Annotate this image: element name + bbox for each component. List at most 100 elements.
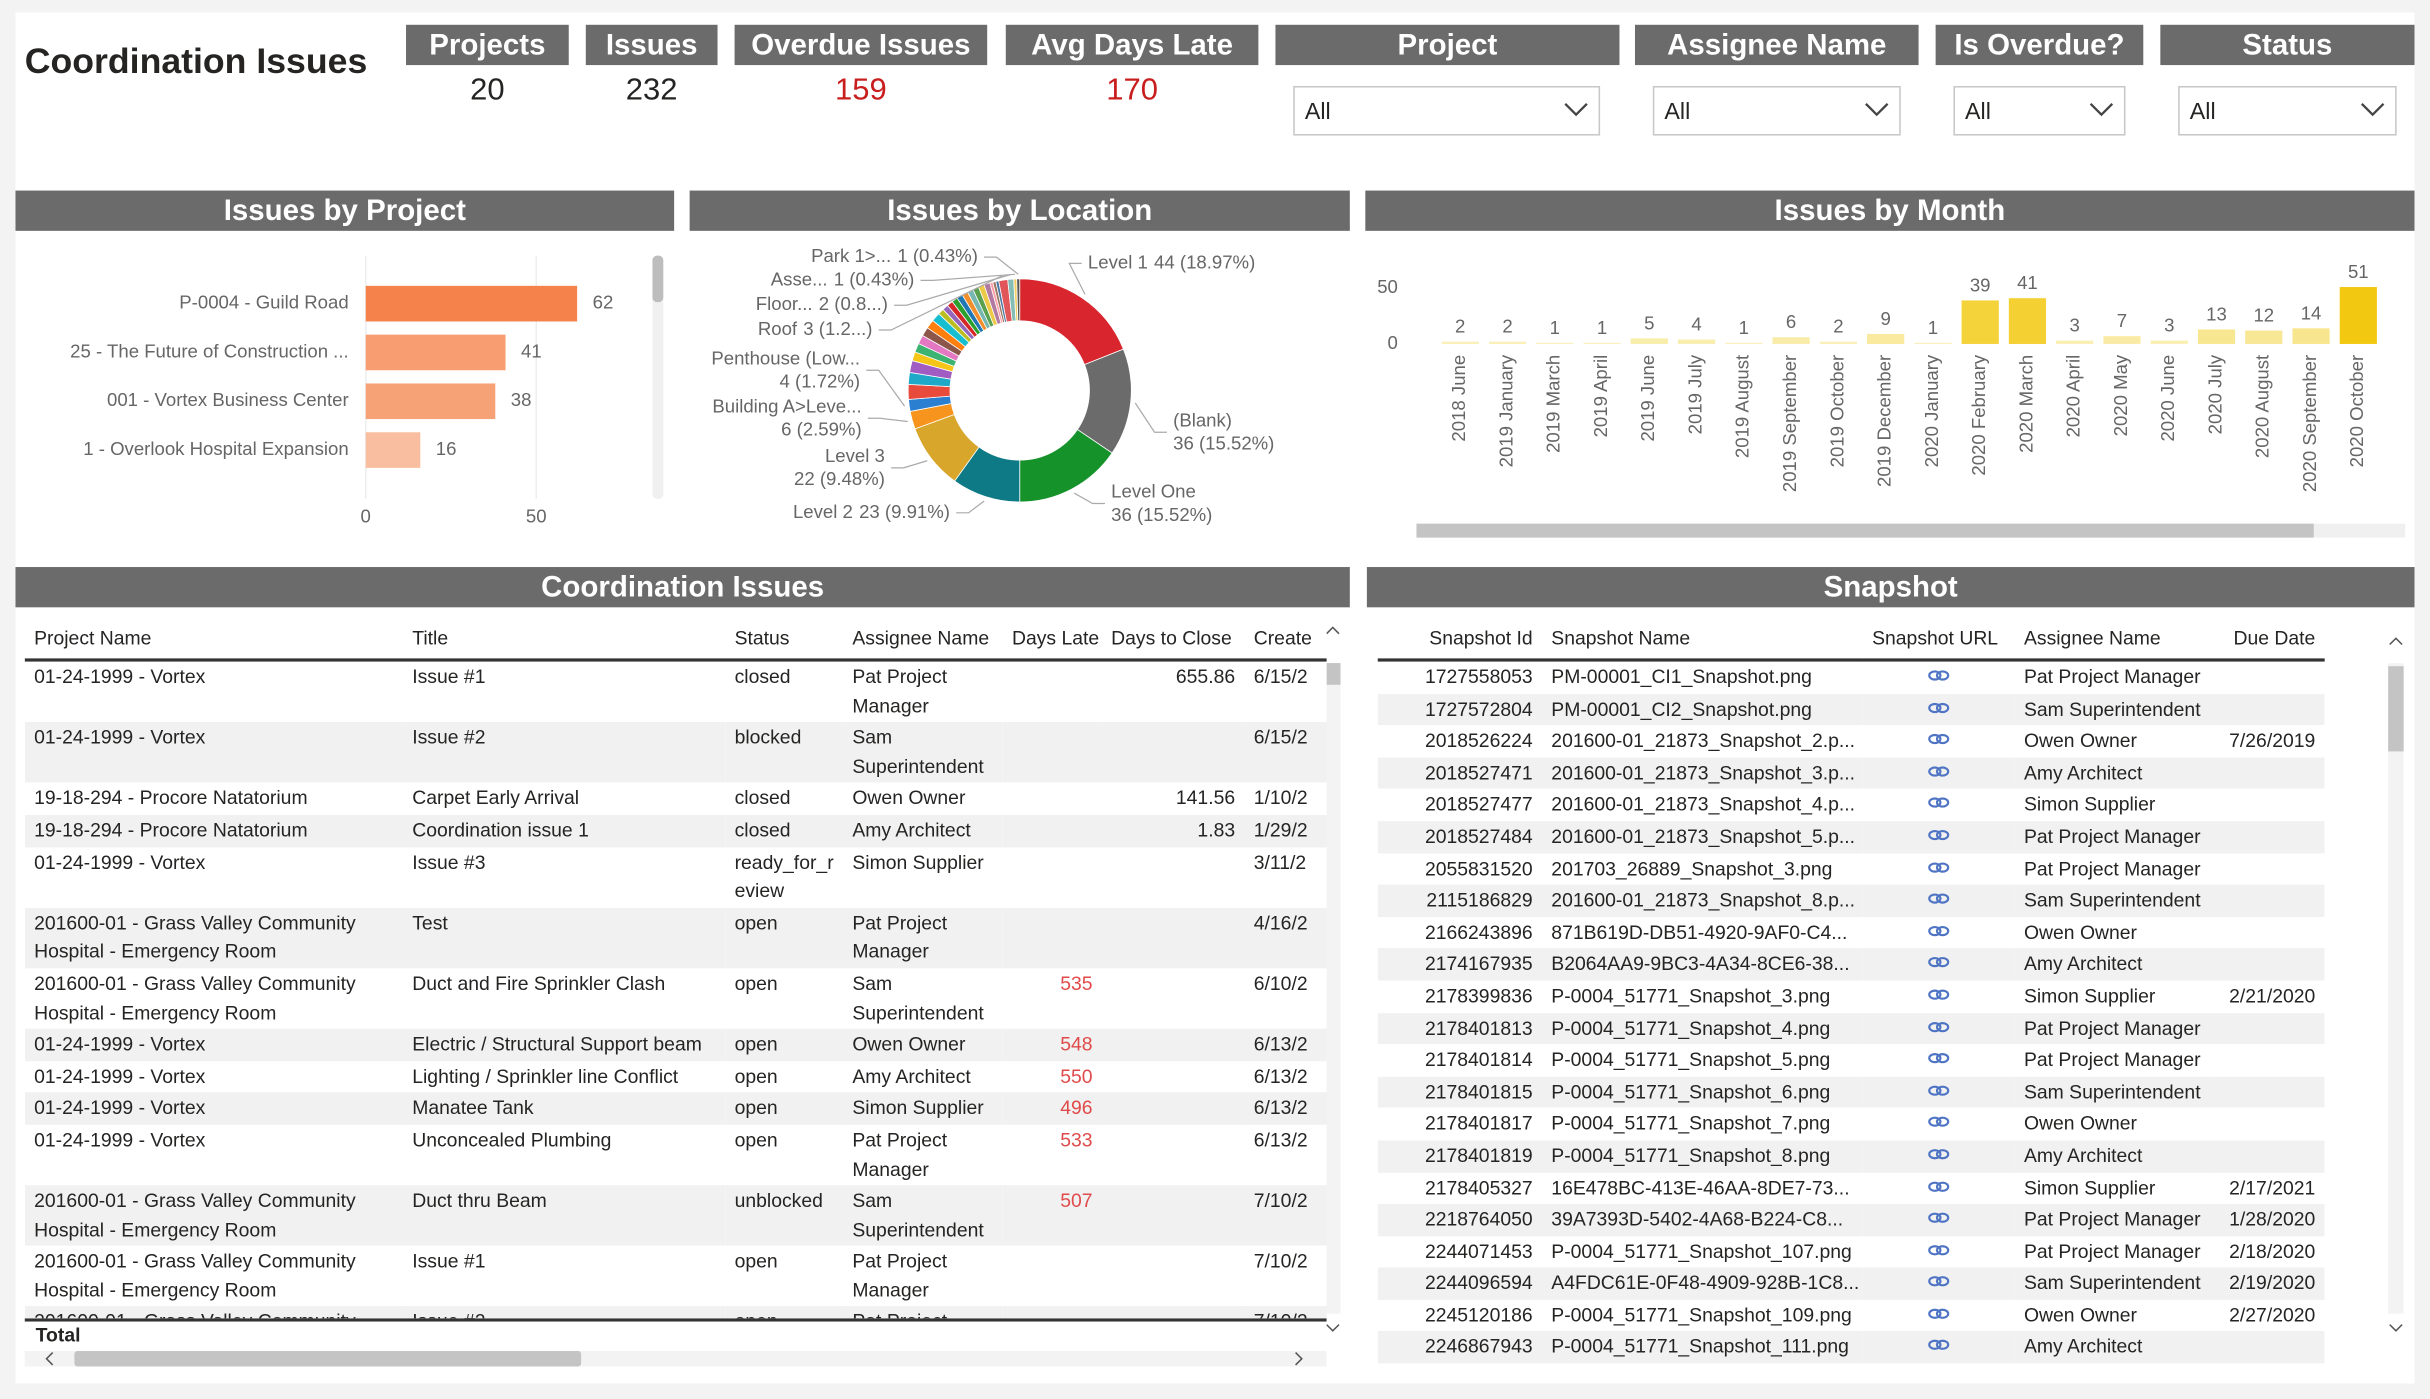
table-cell: Pat Project Manager <box>852 666 948 717</box>
leader-line <box>867 417 908 423</box>
scroll-thumb[interactable] <box>1416 523 2314 538</box>
column-header[interactable]: Snapshot Id <box>1377 616 1542 662</box>
table-cell <box>1863 1076 2015 1108</box>
bar <box>1772 337 1810 344</box>
link-icon[interactable] <box>1928 1083 1950 1098</box>
slice-label: Level 2 23 (9.91%) <box>793 501 950 522</box>
link-icon[interactable] <box>1928 827 1950 842</box>
bar <box>1630 338 1668 344</box>
table-row: 01-24-1999 - Vortex Issue #2 blocked Sam Su… <box>24 722 1327 783</box>
table-cell: 201600-01 - Grass Valley Community Hospi… <box>34 1250 356 1302</box>
filter-dropdown[interactable] <box>1293 85 1601 136</box>
table-cell: closed <box>734 819 791 842</box>
link-icon[interactable] <box>1928 891 1950 906</box>
table-cell: 1727558053 <box>1424 666 1533 688</box>
link-icon[interactable] <box>1928 1114 1950 1129</box>
table-cell: 6/15/2 <box>1253 726 1308 749</box>
header-row: Project Name Title Status Assignee Name Days… <box>24 616 1327 662</box>
scroll-arrows[interactable] <box>2389 637 2403 1332</box>
link-icon[interactable] <box>1928 1274 1950 1289</box>
scroll-arrows[interactable] <box>1326 626 1340 1332</box>
table-cell: PM-00001_CI2_Snapshot.png <box>1551 698 1812 720</box>
column-header[interactable]: Assignee Name <box>843 616 1003 662</box>
link-icon[interactable] <box>1928 955 1950 970</box>
column-header[interactable]: Status <box>725 616 844 662</box>
table-cell: 16E478BC-413E-46AA-8DE7-73... <box>1551 1176 1850 1199</box>
x-tick-label: 2019 April <box>1590 355 1611 438</box>
table-cell: P-0004_51771_Snapshot_6.png <box>1551 1080 1831 1103</box>
link-icon[interactable] <box>1928 1051 1950 1066</box>
table-row: 01-24-1999 - Vortex Unconcealed Plumbing o… <box>25 1125 1327 1186</box>
column-header[interactable]: Assignee Name <box>2014 616 2209 662</box>
slice-value: 23 (9.91%) <box>859 501 950 522</box>
column-header[interactable]: Snapshot URL <box>1862 616 2015 662</box>
filter-dropdown[interactable] <box>1953 85 2126 136</box>
table-row: 201600-01 - Grass Valley Community Hospi… <box>24 907 1327 969</box>
slice-category: Floor... <box>756 293 813 314</box>
x-tick-label: 2020 September <box>2299 355 2320 492</box>
filter-dropdown[interactable] <box>2178 85 2397 136</box>
table-cell: Issue #2 <box>403 1307 725 1318</box>
column-header[interactable]: Days Late <box>1002 616 1102 662</box>
column-header[interactable]: Due Date <box>2208 616 2325 662</box>
filter-header <box>1634 24 1919 66</box>
issues-table-wrap: Project Name Title Status Assignee Name Days… <box>24 616 1327 1319</box>
table-cell: 2218764050 <box>1424 1208 1533 1231</box>
column-header[interactable]: Create <box>1244 616 1327 662</box>
scroll-thumb[interactable] <box>2388 666 2404 752</box>
link-icon[interactable] <box>1928 763 1950 778</box>
slice-value: 36 (15.52%) <box>1173 433 1274 454</box>
leader-line <box>956 500 985 514</box>
table-cell: 2178401819 <box>1424 1144 1533 1167</box>
table-cell: 01-24-1999 - Vortex <box>34 1129 206 1151</box>
scroll-thumb[interactable] <box>1326 663 1341 685</box>
link-icon[interactable] <box>1928 923 1950 938</box>
column-header[interactable]: Days to Close <box>1101 616 1245 662</box>
link-icon[interactable] <box>1928 859 1950 874</box>
link-icon[interactable] <box>1928 1178 1950 1193</box>
link-icon[interactable] <box>1928 1210 1950 1225</box>
table-cell: Sam Superintendent <box>852 726 984 778</box>
table-cell <box>1863 757 2015 789</box>
y-category-label: 25 - The Future of Construction ... <box>70 340 349 361</box>
table-cell <box>1863 1140 2015 1172</box>
slice-label: Roof 3 (1.2...) <box>758 318 873 339</box>
table-cell <box>2208 1044 2324 1076</box>
filter-dropdown[interactable] <box>1652 85 1901 136</box>
scroll-arrows[interactable] <box>45 1351 1303 1366</box>
link-icon[interactable] <box>1928 1019 1950 1034</box>
filter-value: All <box>1305 98 1331 124</box>
link-icon[interactable] <box>1928 1146 1950 1161</box>
table-cell: Amy Architect <box>2023 1336 2143 1358</box>
scroll-thumb[interactable] <box>74 1350 582 1367</box>
table-cell: 201703_26889_Snapshot_3.png <box>1551 857 1833 880</box>
link-icon[interactable] <box>1928 732 1950 747</box>
table-cell: 201600-01_21873_Snapshot_5.p... <box>1551 825 1856 848</box>
column-header[interactable]: Snapshot Name <box>1541 616 1863 662</box>
table-cell: P-0004_51771_Snapshot_111.png <box>1551 1336 1849 1358</box>
link-icon[interactable] <box>1928 700 1950 715</box>
data-label: 12 <box>2253 305 2274 326</box>
table-cell <box>1863 789 2015 821</box>
link-icon[interactable] <box>1928 668 1950 683</box>
table-cell <box>2208 1076 2324 1108</box>
table-cell <box>2208 1108 2324 1140</box>
link-icon[interactable] <box>1928 987 1950 1002</box>
link-icon[interactable] <box>1928 1242 1950 1257</box>
kpi-value: 232 <box>626 72 678 107</box>
link-icon[interactable] <box>1928 1306 1950 1321</box>
column-header[interactable]: Title <box>402 616 726 662</box>
x-tick-label: 2019 October <box>1826 355 1847 468</box>
link-icon[interactable] <box>1928 795 1950 810</box>
link-icon[interactable] <box>1928 1338 1950 1353</box>
table-cell: Pat Project Manager <box>852 1129 948 1180</box>
table-cell <box>1863 725 2015 757</box>
table-cell: 01-24-1999 - Vortex <box>34 1097 206 1120</box>
scroll-thumb[interactable] <box>652 255 664 303</box>
column-header[interactable]: Project Name <box>24 616 403 662</box>
slice-value: 1 (0.43%) <box>897 245 978 266</box>
table-cell <box>1102 847 1245 908</box>
table-cell <box>1102 1029 1245 1061</box>
donut-slice <box>1016 278 1021 322</box>
table-cell: 2018526224 <box>1424 730 1533 752</box>
